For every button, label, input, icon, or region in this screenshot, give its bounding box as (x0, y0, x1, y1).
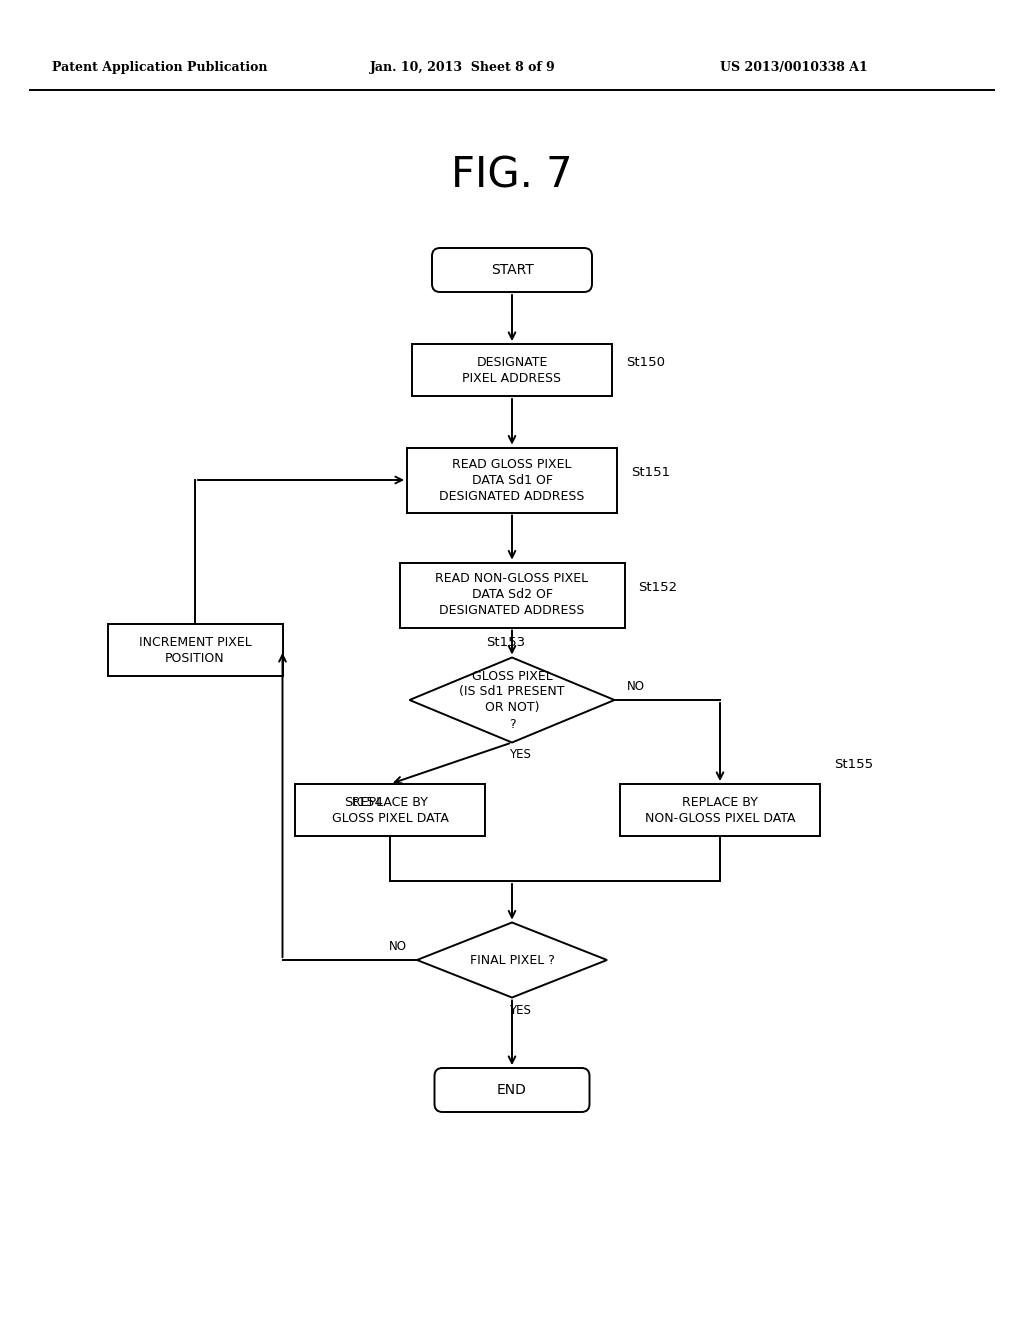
Text: Jan. 10, 2013  Sheet 8 of 9: Jan. 10, 2013 Sheet 8 of 9 (370, 62, 556, 74)
Bar (412, 345, 612, 396)
Text: St153: St153 (486, 635, 525, 648)
Text: St152: St152 (639, 581, 678, 594)
Text: St150: St150 (626, 356, 665, 370)
Text: REPLACE BY
GLOSS PIXEL DATA: REPLACE BY GLOSS PIXEL DATA (332, 796, 449, 825)
Bar (407, 447, 617, 512)
Text: DESIGNATE
PIXEL ADDRESS: DESIGNATE PIXEL ADDRESS (463, 355, 561, 384)
Text: St154: St154 (344, 796, 383, 809)
Bar (295, 784, 485, 836)
Text: St155: St155 (834, 758, 873, 771)
Text: FIG. 7: FIG. 7 (452, 154, 572, 195)
Bar (620, 784, 820, 836)
Polygon shape (410, 657, 614, 742)
Text: GLOSS PIXEL
(IS Sd1 PRESENT
OR NOT)
?: GLOSS PIXEL (IS Sd1 PRESENT OR NOT) ? (459, 669, 565, 730)
Bar (108, 624, 283, 676)
Text: Patent Application Publication: Patent Application Publication (52, 62, 267, 74)
Bar (399, 562, 625, 627)
Text: INCREMENT PIXEL
POSITION: INCREMENT PIXEL POSITION (138, 635, 251, 664)
Text: NO: NO (389, 940, 407, 953)
Text: St151: St151 (631, 466, 670, 479)
FancyBboxPatch shape (434, 1068, 590, 1111)
Text: END: END (497, 1082, 527, 1097)
Text: US 2013/0010338 A1: US 2013/0010338 A1 (720, 62, 867, 74)
Text: START: START (490, 263, 534, 277)
Text: FINAL PIXEL ?: FINAL PIXEL ? (470, 953, 554, 966)
Text: READ NON-GLOSS PIXEL
DATA Sd2 OF
DESIGNATED ADDRESS: READ NON-GLOSS PIXEL DATA Sd2 OF DESIGNA… (435, 573, 589, 618)
FancyBboxPatch shape (432, 248, 592, 292)
Polygon shape (417, 923, 607, 998)
Text: NO: NO (627, 680, 644, 693)
Text: READ GLOSS PIXEL
DATA Sd1 OF
DESIGNATED ADDRESS: READ GLOSS PIXEL DATA Sd1 OF DESIGNATED … (439, 458, 585, 503)
Text: YES: YES (509, 1003, 530, 1016)
Text: YES: YES (509, 748, 530, 762)
Text: REPLACE BY
NON-GLOSS PIXEL DATA: REPLACE BY NON-GLOSS PIXEL DATA (645, 796, 796, 825)
